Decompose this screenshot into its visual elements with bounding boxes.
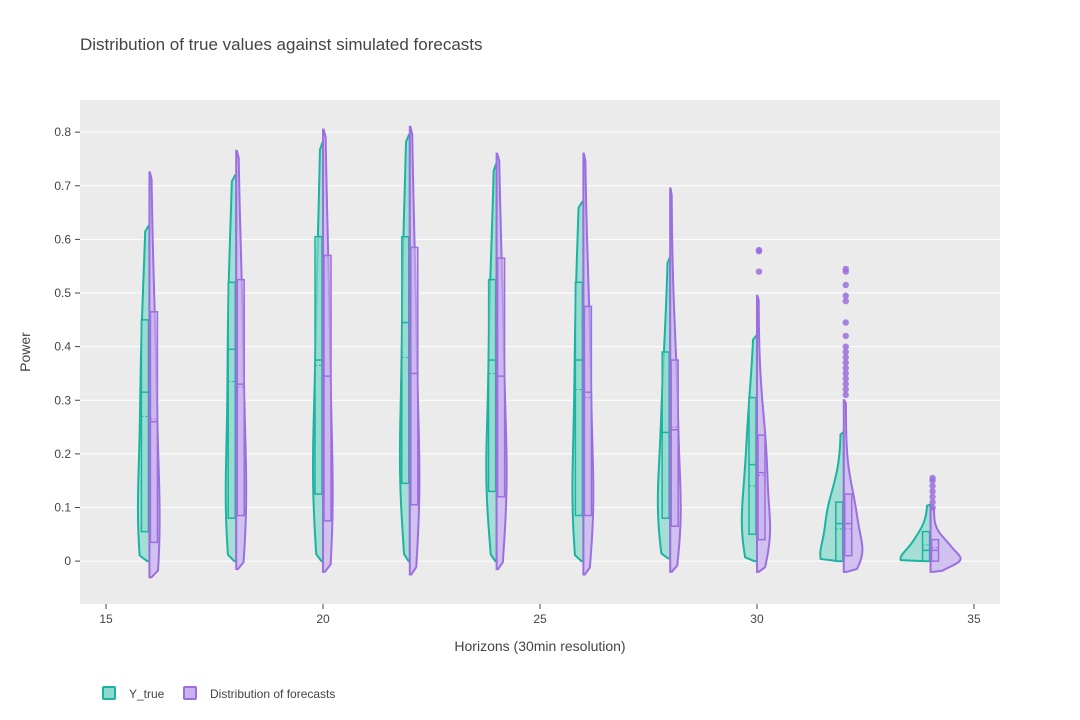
x-axis-ticks: 15 20 25 30 35 bbox=[99, 604, 981, 626]
outlier-point bbox=[842, 332, 849, 340]
x-tick-label: 25 bbox=[533, 612, 547, 626]
box-forecast bbox=[149, 311, 159, 544]
box-y-true bbox=[140, 319, 150, 533]
box-y-true bbox=[835, 501, 844, 562]
box-forecast bbox=[670, 359, 679, 528]
box-forecast bbox=[236, 278, 245, 517]
legend-label-y-true: Y_true bbox=[129, 687, 165, 701]
violin-marks bbox=[136, 125, 962, 579]
outlier-point bbox=[842, 386, 849, 393]
outlier-point bbox=[929, 488, 936, 495]
box-y-true bbox=[574, 281, 584, 517]
y-tick-label: 0.3 bbox=[54, 393, 71, 407]
outlier-point bbox=[755, 268, 763, 275]
outlier-point bbox=[842, 364, 849, 372]
outlier-point bbox=[929, 482, 936, 490]
y-tick-label: 0.2 bbox=[54, 447, 71, 461]
x-axis-title: Horizons (30min resolution) bbox=[454, 638, 625, 654]
outlier-point bbox=[842, 281, 849, 289]
outlier-point bbox=[929, 504, 936, 511]
outlier-point bbox=[842, 375, 849, 383]
box-forecast bbox=[844, 493, 853, 557]
legend-item-forecasts[interactable]: Distribution of forecasts bbox=[183, 686, 335, 701]
box-y-true bbox=[401, 235, 410, 485]
legend-swatch-forecasts bbox=[183, 686, 197, 700]
box-forecast bbox=[496, 257, 506, 498]
legend-label-forecasts: Distribution of forecasts bbox=[210, 687, 335, 701]
y-axis-title: Power bbox=[17, 332, 33, 372]
outlier-point bbox=[929, 498, 936, 506]
y-tick-label: 0.7 bbox=[54, 179, 71, 193]
x-tick-label: 30 bbox=[750, 612, 764, 626]
y-tick-label: 0.5 bbox=[54, 286, 71, 300]
box-forecast bbox=[323, 254, 332, 522]
box-y-true bbox=[487, 278, 497, 493]
x-tick-label: 35 bbox=[967, 612, 981, 626]
legend-swatch-y-true bbox=[102, 686, 116, 700]
plot-area bbox=[80, 100, 1000, 604]
legend-item-y-true[interactable]: Y_true bbox=[102, 686, 165, 701]
y-tick-label: 0.8 bbox=[54, 125, 71, 139]
outlier-point bbox=[842, 297, 849, 305]
box-y-true bbox=[227, 281, 236, 519]
outlier-point bbox=[842, 348, 849, 356]
y-tick-label: 0.4 bbox=[54, 340, 71, 354]
y-tick-label: 0.6 bbox=[54, 232, 71, 246]
chart-title: Distribution of true values against simu… bbox=[80, 35, 483, 54]
outlier-point bbox=[842, 359, 849, 366]
outlier-point bbox=[842, 370, 849, 377]
x-tick-label: 20 bbox=[316, 612, 330, 626]
box-y-true bbox=[748, 396, 757, 536]
box-forecast bbox=[757, 434, 766, 541]
y-tick-label: 0.1 bbox=[54, 500, 71, 514]
y-axis-ticks: 0 0.1 0.2 0.3 0.4 0.5 0.6 0.7 0.8 bbox=[54, 125, 80, 568]
box-y-true bbox=[661, 351, 670, 519]
outlier-point bbox=[929, 493, 936, 500]
outlier-point bbox=[842, 319, 849, 326]
box-forecast bbox=[583, 305, 593, 517]
outlier-point bbox=[842, 292, 849, 299]
outlier-point bbox=[842, 265, 849, 273]
outlier-point bbox=[929, 474, 936, 482]
outlier-point bbox=[755, 246, 763, 254]
box-forecast bbox=[410, 246, 419, 506]
y-tick-label: 0 bbox=[64, 554, 71, 568]
outlier-point bbox=[842, 343, 849, 350]
outlier-point bbox=[842, 354, 849, 361]
outlier-point bbox=[842, 391, 849, 399]
legend: Y_true Distribution of forecasts bbox=[102, 686, 335, 701]
x-tick-label: 15 bbox=[99, 612, 113, 626]
box-y-true bbox=[921, 530, 931, 562]
outlier-point bbox=[842, 380, 849, 388]
